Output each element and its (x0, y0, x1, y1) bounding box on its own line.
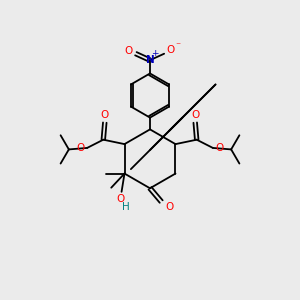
Text: O: O (165, 202, 174, 212)
Text: O: O (124, 46, 133, 56)
Text: O: O (191, 110, 200, 120)
Text: O: O (215, 143, 224, 153)
Text: O: O (166, 45, 174, 55)
Text: N: N (146, 55, 154, 65)
Text: H: H (122, 202, 130, 212)
Text: O: O (76, 143, 85, 153)
Text: ⁻: ⁻ (176, 41, 181, 51)
Text: O: O (100, 110, 109, 120)
Text: +: + (151, 49, 158, 58)
Text: O: O (117, 194, 125, 204)
